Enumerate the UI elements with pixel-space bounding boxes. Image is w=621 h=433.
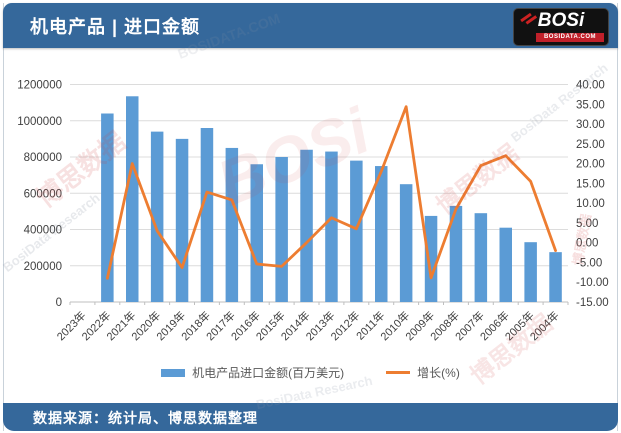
chart-legend: 机电产品进口金额(百万美元) 增长(%) bbox=[0, 364, 621, 381]
import-amount-bar bbox=[549, 252, 562, 302]
import-amount-bar bbox=[300, 149, 313, 302]
y-axis-label-left: 800000 bbox=[24, 152, 62, 164]
footer-bar: 数据来源：统计局、博思数据整理 bbox=[3, 403, 618, 431]
y-axis-label-right: 25.00 bbox=[576, 139, 605, 151]
import-amount-bar bbox=[375, 166, 388, 302]
import-amount-bar bbox=[250, 164, 263, 302]
y-axis-label-right: 30.00 bbox=[576, 119, 605, 131]
y-axis-label-left: 1200000 bbox=[17, 80, 62, 92]
logo-text: BOSi bbox=[537, 10, 585, 31]
y-axis-label-right: -5.00 bbox=[576, 257, 602, 269]
import-amount-bar bbox=[424, 215, 438, 302]
import-amount-bar bbox=[474, 213, 488, 302]
y-axis-label-left: 1000000 bbox=[17, 116, 62, 128]
import-amount-bar bbox=[200, 128, 214, 302]
line-series-label: 增长(%) bbox=[417, 366, 460, 380]
import-amount-bar bbox=[225, 147, 239, 302]
legend-item-growth: 增长(%) bbox=[386, 364, 460, 381]
import-amount-bar bbox=[175, 138, 189, 302]
import-amount-bar bbox=[325, 151, 338, 302]
logo-domain: BOSIDATA.COM bbox=[536, 33, 604, 42]
y-axis-label-right: 10.00 bbox=[576, 198, 605, 210]
bar-series-swatch bbox=[161, 368, 186, 377]
data-source-text: 数据来源：统计局、博思数据整理 bbox=[33, 410, 258, 426]
import-amount-bar bbox=[150, 131, 164, 302]
page-title: 机电产品 | 进口金额 bbox=[30, 17, 201, 37]
growth-line bbox=[105, 105, 557, 280]
y-axis-label-right: 35.00 bbox=[576, 99, 605, 111]
import-amount-bar bbox=[101, 113, 114, 302]
import-amount-bar bbox=[275, 157, 288, 302]
import-amount-bar bbox=[126, 96, 139, 302]
y-axis-label-left: 600000 bbox=[24, 188, 62, 200]
bar-series-label: 机电产品进口金额(百万美元) bbox=[192, 366, 345, 380]
y-axis-label-right: -10.00 bbox=[576, 277, 609, 289]
y-axis-label-left: 200000 bbox=[24, 261, 62, 273]
y-axis-label-right: 15.00 bbox=[576, 178, 605, 190]
y-axis-label-right: 20.00 bbox=[576, 159, 605, 171]
legend-item-import-amount: 机电产品进口金额(百万美元) bbox=[161, 364, 344, 381]
bosi-logo: BOSi BOSIDATA.COM bbox=[513, 8, 609, 46]
import-amount-bar bbox=[499, 227, 512, 302]
import-amount-bar bbox=[524, 242, 537, 302]
import-amount-bar bbox=[350, 160, 363, 302]
line-series-swatch bbox=[386, 371, 411, 374]
import-amount-bar bbox=[449, 205, 463, 302]
import-amount-bar bbox=[399, 184, 413, 302]
y-axis-label-right: 0.00 bbox=[576, 238, 598, 250]
header-bar: 机电产品 | 进口金额 BOSi BOSIDATA.COM bbox=[3, 3, 618, 48]
y-axis-label-right: 5.00 bbox=[576, 218, 598, 230]
y-axis-label-left: 400000 bbox=[24, 225, 62, 237]
y-axis-label-right: -15.00 bbox=[576, 297, 609, 309]
y-axis-label-right: 40.00 bbox=[576, 80, 605, 92]
y-axis-label-left: 0 bbox=[56, 297, 62, 309]
